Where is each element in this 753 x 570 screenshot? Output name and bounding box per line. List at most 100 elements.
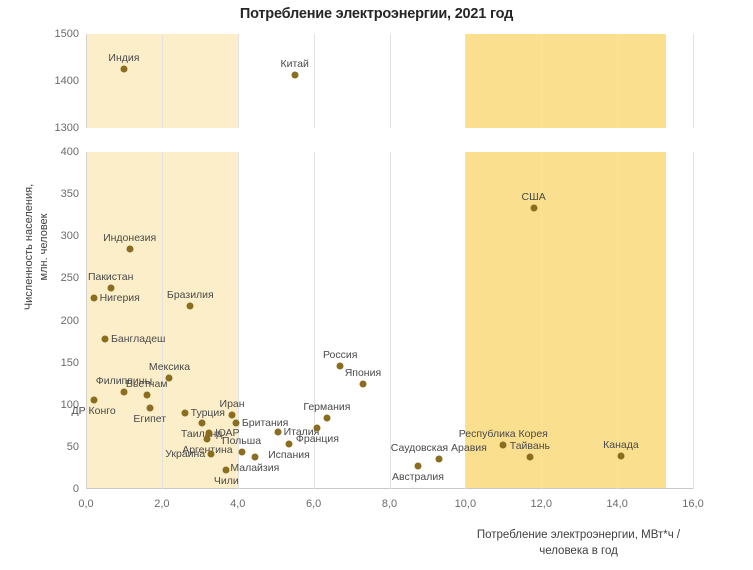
y-tick-lower-400: 400 xyxy=(60,146,79,158)
data-point-Саудовская Аравия[interactable] xyxy=(435,455,443,463)
y-axis-title-line1: Численность населения, xyxy=(23,183,35,311)
data-point-Япония[interactable] xyxy=(359,380,367,388)
gridline-x-4-upper xyxy=(237,34,239,128)
data-point-label-Польша: Польша xyxy=(222,434,262,447)
data-point-label-Малайзия: Малайзия xyxy=(230,461,280,474)
data-point-Польша[interactable] xyxy=(238,448,246,456)
y-tick-upper-1500: 1500 xyxy=(54,28,79,40)
data-point-ЮАР[interactable] xyxy=(205,429,213,437)
x-tick-0: 0,0 xyxy=(78,498,94,510)
gridline-x-2-lower xyxy=(161,152,163,489)
data-point-Испания[interactable] xyxy=(285,440,293,447)
data-point-label-Иран: Иран xyxy=(219,397,245,410)
x-tick-14: 14,0 xyxy=(606,498,628,510)
x-tick-10: 10,0 xyxy=(454,498,477,510)
gridline-x-8-upper xyxy=(389,34,391,128)
x-axis-title-line1: Потребление электроэнергии, МВт*ч / xyxy=(476,529,681,541)
y-tick-lower-350: 350 xyxy=(60,188,79,201)
high-consumption-band-upper xyxy=(465,34,667,128)
data-point-label-Индонезия: Индонезия xyxy=(103,231,157,244)
data-point-label-Бангладеш: Бангладеш xyxy=(110,333,166,346)
data-point-ДР Конго[interactable] xyxy=(90,396,98,404)
x-tick-16: 16,0 xyxy=(682,498,704,510)
data-point-Вьетнам[interactable] xyxy=(143,391,151,399)
data-point-Тайвань[interactable] xyxy=(526,453,534,461)
data-point-Австралия[interactable] xyxy=(414,462,422,470)
data-point-Малайзия[interactable] xyxy=(251,453,259,461)
data-point-label-Украина: Украина xyxy=(165,448,206,461)
data-point-label-Австралия: Австралия xyxy=(392,471,444,484)
data-point-label-Япония: Япония xyxy=(344,366,382,379)
data-point-label-Индия: Индия xyxy=(108,52,140,65)
x-tick-6: 6,0 xyxy=(305,498,322,510)
plot-panel-lower: 0 50 100 150 200 250 300 350 400 0,0 2,0 4,0 6,0 8,0 1… xyxy=(61,146,704,510)
gridline-x-6-upper xyxy=(313,34,315,128)
data-point-label-Германия: Германия xyxy=(303,401,351,414)
data-point-Пакистан[interactable] xyxy=(107,284,115,292)
data-point-label-Испания: Испания xyxy=(268,448,310,461)
data-point-label-Тайвань: Тайвань xyxy=(509,439,550,452)
data-point-label-Италия: Италия xyxy=(283,425,320,438)
data-point-label-Нигерия: Нигерия xyxy=(99,291,140,304)
gridline-x-2-upper xyxy=(161,34,163,128)
y-tick-upper-1300: 1300 xyxy=(54,122,79,134)
plot-panel-upper: 1300 1400 1500 Индия Китай xyxy=(55,28,694,134)
y-tick-lower-0: 0 xyxy=(72,483,79,495)
data-point-label-США: США xyxy=(521,190,546,203)
data-point-Аргентина[interactable] xyxy=(203,435,211,443)
data-point-Британия[interactable] xyxy=(232,419,240,427)
data-point-label-Республика Корея: Республика Корея xyxy=(458,428,548,441)
data-point-label-Египет: Египет xyxy=(133,413,167,426)
data-point-label-Пакистан: Пакистан xyxy=(87,271,134,284)
y-axis-title-line2: млн. человек xyxy=(38,213,50,281)
data-point-Китай[interactable] xyxy=(291,71,299,79)
chart-title: Потребление электроэнергии, 2021 год xyxy=(239,6,514,22)
y-tick-lower-150: 150 xyxy=(60,356,79,369)
y-tick-upper-1400: 1400 xyxy=(54,75,79,87)
data-point-Россия[interactable] xyxy=(336,362,344,370)
x-axis-title: Потребление электроэнергии, МВт*ч / чело… xyxy=(404,527,753,559)
data-point-Филиппины[interactable] xyxy=(120,388,128,396)
data-point-Франция[interactable] xyxy=(313,424,321,432)
y-tick-lower-100: 100 xyxy=(60,398,79,411)
gridline-x-10-lower xyxy=(465,152,467,489)
y-tick-lower-200: 200 xyxy=(60,314,79,327)
gridline-x-8-lower xyxy=(389,152,391,489)
gridline-x-10-upper xyxy=(465,34,467,128)
gridline-x-14-upper xyxy=(617,34,619,128)
x-axis-title-line2: человека в год xyxy=(539,545,618,557)
data-point-label-ДР Конго: ДР Конго xyxy=(71,404,116,417)
data-point-Италия[interactable] xyxy=(274,428,282,436)
gridline-x-4-lower xyxy=(237,152,239,489)
y-tick-lower-300: 300 xyxy=(60,230,79,243)
data-point-label-Франция: Франция xyxy=(295,433,339,446)
x-tick-2: 2,0 xyxy=(154,498,170,510)
gridline-x-16-upper xyxy=(693,34,694,128)
data-point-Чили[interactable] xyxy=(222,466,230,474)
data-point-label-ЮАР: ЮАР xyxy=(215,426,240,439)
data-point-label-Китай: Китай xyxy=(280,58,309,71)
data-point-label-Британия: Британия xyxy=(241,417,289,430)
data-point-Германия[interactable] xyxy=(323,414,331,422)
data-point-Индонезия[interactable] xyxy=(126,245,134,253)
data-point-Египет[interactable] xyxy=(146,404,154,412)
data-point-Нигерия[interactable] xyxy=(90,294,98,302)
data-point-label-Турция: Турция xyxy=(190,407,225,420)
data-point-Индия[interactable] xyxy=(120,65,128,73)
data-point-Бангладеш[interactable] xyxy=(101,335,109,343)
data-point-label-Филиппины: Филиппины xyxy=(95,375,153,388)
data-point-Иран[interactable] xyxy=(228,411,236,419)
data-point-Украина[interactable] xyxy=(207,450,215,458)
data-point-Турция[interactable] xyxy=(181,409,189,417)
data-point-Канада[interactable] xyxy=(617,452,625,460)
data-point-США[interactable] xyxy=(530,204,538,212)
data-point-Республика Корея[interactable] xyxy=(499,441,507,449)
gridline-x-16-lower xyxy=(693,152,694,489)
data-point-Таиланд[interactable] xyxy=(198,419,206,427)
data-point-label-Вьетнам: Вьетнам xyxy=(125,378,168,391)
data-point-label-Мексика: Мексика xyxy=(148,360,191,373)
data-point-label-Аргентина: Аргентина xyxy=(182,444,233,457)
data-point-Бразилия[interactable] xyxy=(186,302,194,310)
data-point-label-Саудовская Аравия: Саудовская Аравия xyxy=(390,441,487,454)
data-point-Мексика[interactable] xyxy=(165,374,173,382)
